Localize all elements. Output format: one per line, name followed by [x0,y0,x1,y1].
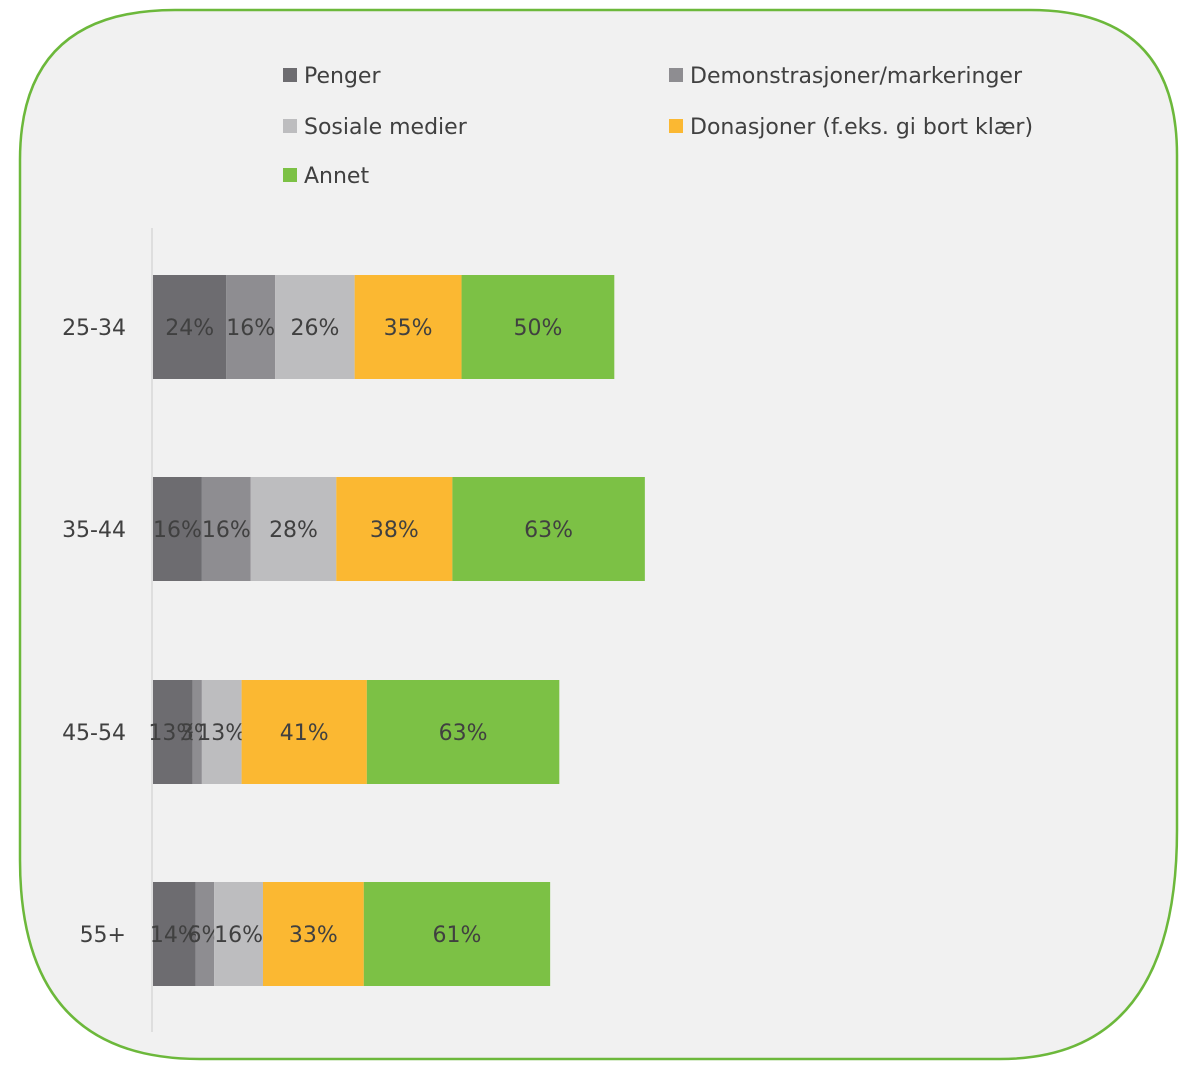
bar-segment-demonstrasjoner-markeringer [201,477,251,581]
bar-segment-sosiale-medier [214,882,263,986]
data-label: 16% [226,316,275,341]
legend-item-sosiale-medier: Sosiale medier [283,115,468,140]
bar-segment-penger [153,477,202,581]
data-label: 26% [290,316,339,341]
legend-label: Sosiale medier [304,115,468,140]
legend-item-donasjoner-f-eks-gi-bort-kl-r: Donasjoner (f.eks. gi bort klær) [669,115,1033,140]
legend-label: Annet [304,164,369,189]
bar-segment-annet [363,882,551,986]
bar-segment-annet [366,680,560,784]
legend-swatch [283,68,297,82]
data-label: 33% [289,923,338,948]
bar-segment-demonstrasjoner-markeringer [192,680,202,784]
data-label: 35% [384,316,433,341]
legend-item-demonstrasjoner-markeringer: Demonstrasjoner/markeringer [669,64,1023,89]
data-label: 14% [150,923,199,948]
data-label: 13% [148,721,197,746]
bar-segment-penger [153,680,193,784]
category-label: 45-54 [62,721,126,746]
legend: Penger Demonstrasjoner/markeringer Sosiale… [283,64,1033,189]
bar-segment-donasjoner-f-eks-gi-bort-kl-r [262,882,364,986]
data-label: 16% [214,923,263,948]
category-label: 35-44 [62,518,126,543]
data-label: 61% [433,923,482,948]
category-labels: 25-34 35-44 45-54 55+ [62,316,126,948]
data-label: 28% [269,518,318,543]
legend-label: Penger [304,64,381,89]
legend-item-annet: Annet [283,164,369,189]
data-label: 24% [165,316,214,341]
bar-segment-sosiale-medier [275,275,355,379]
category-label: 25-34 [62,316,126,341]
data-label: 38% [370,518,419,543]
data-label: 63% [524,518,573,543]
data-label: 16% [202,518,251,543]
legend-label: Demonstrasjoner/markeringer [690,64,1023,89]
bar-segment-annet [452,477,645,581]
data-label: 41% [280,721,329,746]
bar-segment-annet [461,275,615,379]
bar-segment-donasjoner-f-eks-gi-bort-kl-r [336,477,453,581]
bar-segment-demonstrasjoner-markeringer [195,882,215,986]
bar-row-45-54: 13%3%13% 41% 63% [148,680,560,784]
bar-segment-sosiale-medier [201,680,242,784]
data-label: 13% [197,721,246,746]
data-label: 16% [153,518,202,543]
bar-segment-penger [153,275,227,379]
bar-segment-demonstrasjoner-markeringer [226,275,276,379]
category-label: 55+ [80,923,126,948]
legend-swatch [283,168,297,182]
bar-row-35-44: 16% 16% 28% 38% 63% [153,477,645,581]
bar-segment-donasjoner-f-eks-gi-bort-kl-r [241,680,367,784]
bar-row-25-34: 24% 16% 26% 35% 50% [153,275,615,379]
bar-segment-donasjoner-f-eks-gi-bort-kl-r [354,275,462,379]
bar-segment-penger [153,882,196,986]
legend-swatch [283,119,297,133]
bar-segment-sosiale-medier [250,477,337,581]
bars-group: 24% 16% 26% 35% 50%16% 16% 28% 38% 63%13%3%13% 41… [148,275,645,986]
legend-label: Donasjoner (f.eks. gi bort klær) [690,115,1033,140]
legend-item-penger: Penger [283,64,381,89]
bar-row-55: 14%6%16% 33% 61% [150,882,551,986]
data-label: 50% [513,316,562,341]
legend-swatch [669,119,683,133]
data-label: 63% [439,721,488,746]
legend-swatch [669,68,683,82]
